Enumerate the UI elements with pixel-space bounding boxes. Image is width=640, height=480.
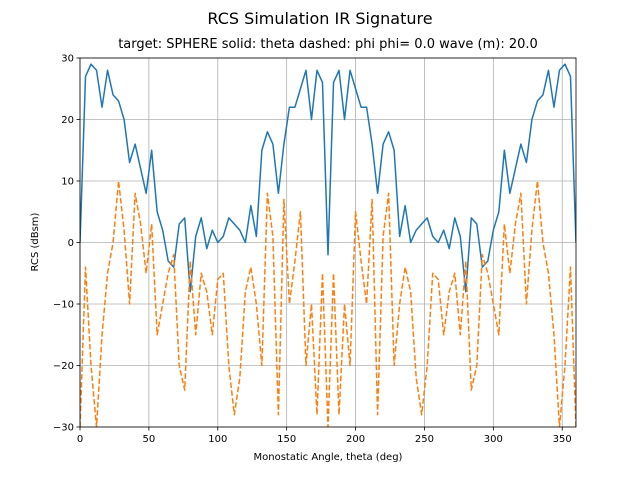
y-tick-label: 0 — [68, 238, 74, 249]
grid — [79, 57, 576, 428]
y-tick-label: −10 — [53, 300, 74, 311]
x-tick-label: 0 — [77, 434, 83, 445]
series-line — [80, 63, 576, 293]
x-tick-label: 200 — [346, 434, 365, 445]
x-tick-label: 350 — [553, 434, 572, 445]
plot-area — [80, 63, 576, 427]
x-tick-label: 100 — [208, 434, 227, 445]
chart-subtitle: target: SPHERE solid: theta dashed: phi … — [118, 37, 538, 52]
y-tick-label: −20 — [53, 361, 74, 372]
y-tick-label: 20 — [61, 115, 74, 126]
x-tick-label: 300 — [484, 434, 503, 445]
x-tick-label: 150 — [277, 434, 296, 445]
x-axis-label: Monostatic Angle, theta (deg) — [254, 452, 403, 463]
ticks: 0 50 100 150 200 250 300 350 −30 −20 −10 0 10 20 30 — [53, 54, 572, 446]
y-tick-label: 10 — [61, 177, 74, 188]
y-tick-label: −30 — [53, 423, 74, 434]
chart-title: RCS Simulation IR Signature — [207, 9, 432, 28]
y-tick-label: 30 — [61, 54, 74, 65]
x-tick-label: 50 — [143, 434, 156, 445]
y-axis-label: RCS (dBsm) — [30, 212, 41, 271]
x-tick-label: 250 — [415, 434, 434, 445]
